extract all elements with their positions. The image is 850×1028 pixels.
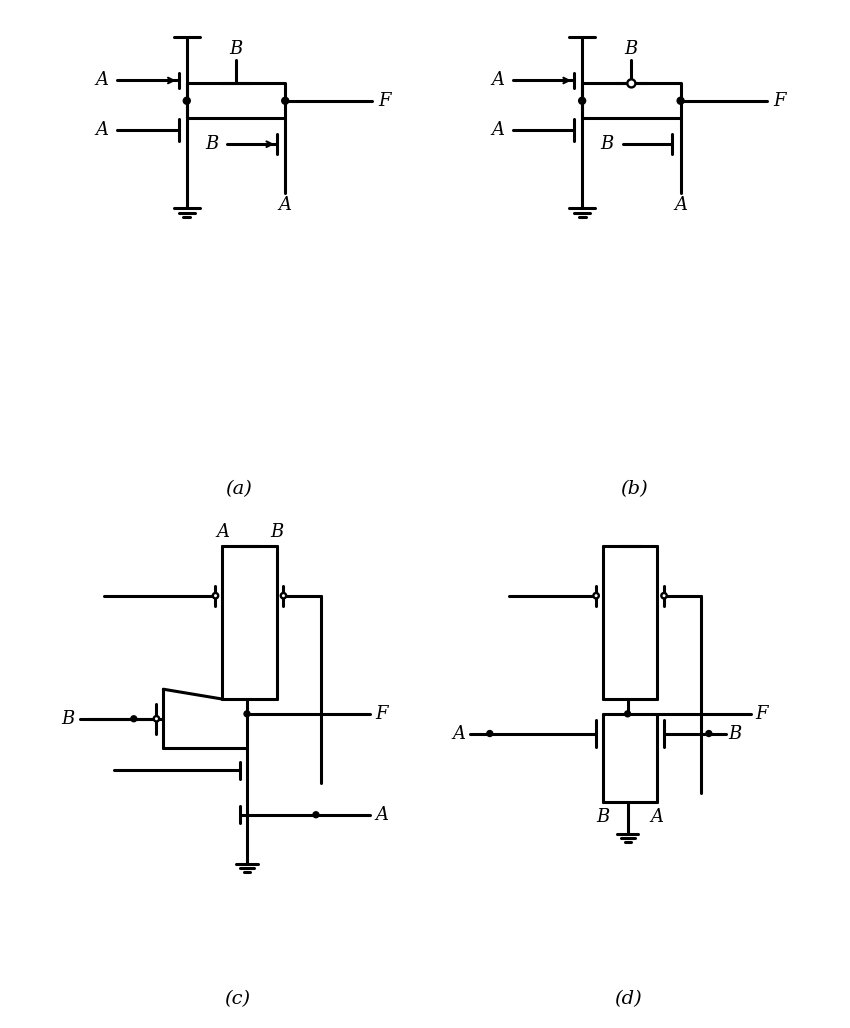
Text: A: A xyxy=(95,120,109,139)
Text: A: A xyxy=(95,72,109,89)
Text: (c): (c) xyxy=(224,990,250,1008)
Text: A: A xyxy=(216,522,229,541)
Text: A: A xyxy=(674,196,687,214)
Text: F: F xyxy=(375,705,388,723)
Text: A: A xyxy=(279,196,292,214)
Circle shape xyxy=(593,593,598,598)
Text: B: B xyxy=(728,725,742,742)
Circle shape xyxy=(281,98,289,104)
Text: A: A xyxy=(491,72,504,89)
Text: A: A xyxy=(452,725,465,742)
Circle shape xyxy=(244,711,250,717)
Text: B: B xyxy=(206,136,218,153)
Text: B: B xyxy=(230,40,242,58)
Circle shape xyxy=(280,593,286,598)
Text: F: F xyxy=(378,91,390,110)
Text: B: B xyxy=(625,40,638,58)
Circle shape xyxy=(661,593,666,598)
Text: (d): (d) xyxy=(614,990,642,1008)
Text: (a): (a) xyxy=(225,480,252,498)
Text: A: A xyxy=(375,806,388,823)
Text: B: B xyxy=(61,709,75,728)
Circle shape xyxy=(487,731,493,736)
Circle shape xyxy=(625,711,631,717)
Circle shape xyxy=(313,812,319,817)
Circle shape xyxy=(131,715,137,722)
Circle shape xyxy=(579,98,586,104)
Text: B: B xyxy=(601,136,614,153)
Circle shape xyxy=(154,717,159,722)
Text: B: B xyxy=(597,808,609,827)
Text: A: A xyxy=(491,120,504,139)
Text: F: F xyxy=(774,91,785,110)
Circle shape xyxy=(677,98,684,104)
Text: (b): (b) xyxy=(620,480,649,498)
Text: B: B xyxy=(270,522,283,541)
Circle shape xyxy=(212,593,218,598)
Circle shape xyxy=(627,79,636,87)
Text: A: A xyxy=(650,808,664,827)
Text: F: F xyxy=(756,705,768,723)
Circle shape xyxy=(706,731,711,736)
Circle shape xyxy=(184,98,190,104)
